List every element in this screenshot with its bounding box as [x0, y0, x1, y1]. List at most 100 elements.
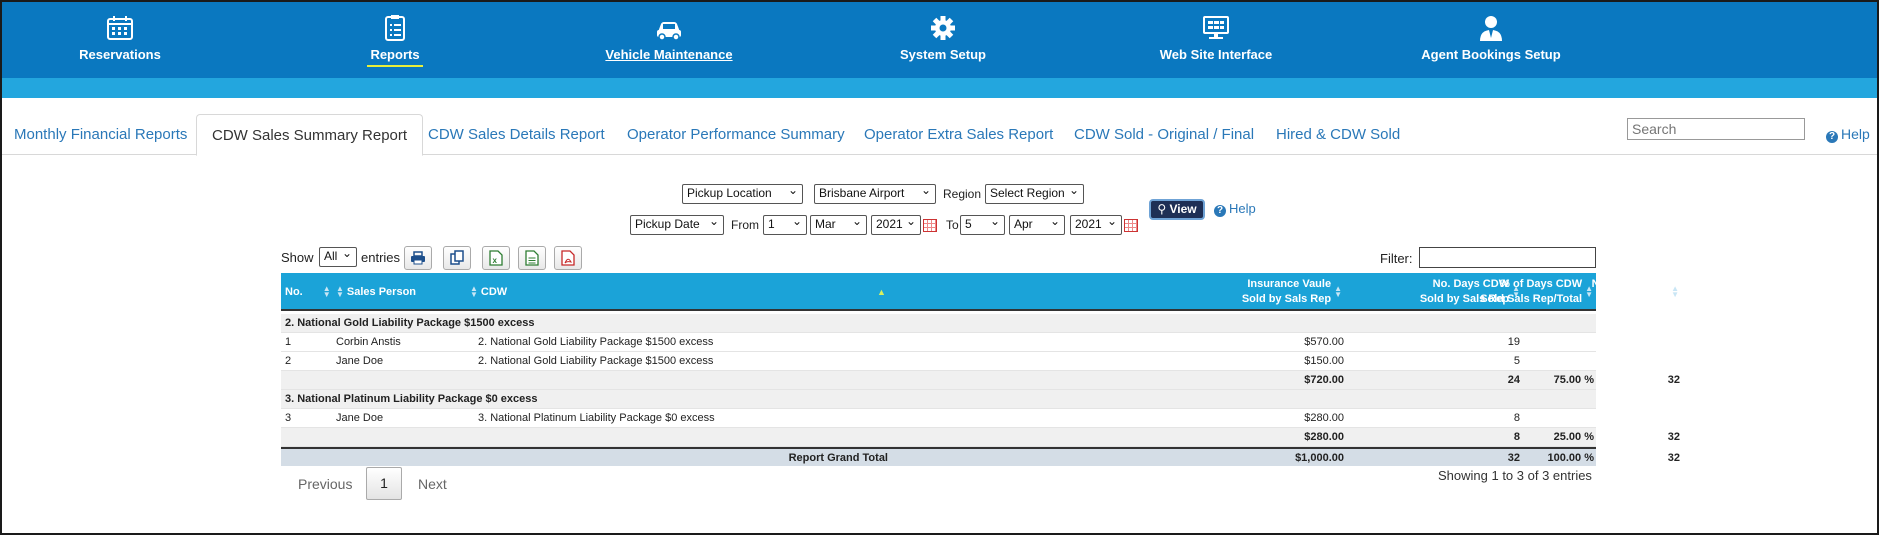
show-entries-select[interactable]: All [319, 246, 357, 267]
from-calendar-icon[interactable] [923, 219, 937, 232]
nav-agent-bookings-setup[interactable]: Agent Bookings Setup [1421, 2, 1561, 78]
search-input[interactable] [1627, 118, 1805, 140]
car-icon [657, 22, 681, 41]
tab-cdw-sales-details-report[interactable]: CDW Sales Details Report [428, 126, 605, 143]
previous-page-button[interactable]: Previous [298, 476, 353, 492]
sort-icon: ▲ ▼ [322, 284, 331, 299]
filter-input[interactable] [1419, 247, 1596, 268]
sort-icon: ▲ ▼ [470, 284, 478, 299]
cell-days-rep: 8 [1513, 412, 1520, 424]
header-days-by-rep[interactable]: No. Days CDW Sold by Sals Rep ▲ ▼ [1241, 273, 1523, 311]
subtotal-row: $720.00 24 32 75.00 % [281, 371, 1680, 390]
document-icon [525, 250, 539, 266]
show-label: Show [281, 250, 314, 265]
cell-sales-person: Jane Doe [336, 412, 384, 424]
pdf-export-button[interactable] [554, 246, 582, 270]
cell-cdw: 2. National Gold Liability Package $1500… [478, 336, 714, 348]
header-sales-person[interactable]: ▲ ▼ Sales Person [333, 273, 473, 311]
header-label: No. Days CDW [1591, 278, 1669, 290]
report-table: No. ▲ ▼ ▲ ▼ Sales Person ▲ ▼ CDW ▲ Insurance V… [281, 273, 1680, 466]
header-insurance-value[interactable]: Insurance Vaule Sold by Sals Rep ▲ ▼ [1061, 273, 1345, 311]
region-label: Region [943, 187, 982, 201]
header-no[interactable]: No. ▲ ▼ [285, 273, 335, 311]
header-label: No. Days CDW [1432, 278, 1510, 290]
header-label: Sold Sals Rep/Total [1480, 293, 1583, 305]
agent-icon [1480, 16, 1502, 41]
help-link[interactable]: ? Help [1826, 126, 1870, 143]
cell-insurance: $280.00 [1304, 412, 1344, 424]
nav-label: System Setup [900, 47, 986, 62]
grand-total-days-total: 32 [1667, 452, 1680, 464]
group-title: 2. National Gold Liability Package $1500… [285, 317, 535, 329]
filter-label: Filter: [1380, 251, 1413, 266]
to-day-select[interactable]: 5 [960, 214, 1005, 235]
active-indicator [367, 65, 423, 67]
help-label: Help [1229, 201, 1256, 216]
header-label: No. [285, 286, 303, 298]
tab-operator-performance-summary[interactable]: Operator Performance Summary [627, 126, 845, 143]
header-label: Sold in Total [1602, 293, 1669, 305]
tab-cdw-sold-original-final[interactable]: CDW Sold - Original / Final [1074, 126, 1255, 143]
nav-reservations[interactable]: Reservations [79, 2, 161, 78]
cell-insurance: $150.00 [1304, 355, 1344, 367]
tab-monthly-financial-reports[interactable]: Monthly Financial Reports [14, 126, 188, 143]
subtotal-row: $280.00 8 32 25.00 % [281, 428, 1680, 447]
tab-hired-cdw-sold[interactable]: Hired & CDW Sold [1276, 126, 1401, 143]
header-percent[interactable]: % of Days CDW Sold Sals Rep/Total ▲ ▼ [1441, 273, 1596, 311]
cell-cdw: 3. National Platinum Liability Package $… [478, 412, 715, 424]
to-month-select[interactable]: Apr [1009, 214, 1065, 235]
sort-asc-indicator: ▲ [877, 287, 886, 297]
region-select[interactable]: Select Region [985, 183, 1084, 204]
from-day-select[interactable]: 1 [763, 214, 807, 235]
sort-icon: ▲ ▼ [1671, 284, 1679, 299]
nav-web-site-interface[interactable]: Web Site Interface [1158, 2, 1274, 78]
clipboard-icon [385, 15, 405, 41]
grand-total-days-rep: 32 [1507, 452, 1520, 464]
header-label: Sold by Sals Rep [1419, 293, 1510, 305]
subtotal-days-rep: 8 [1513, 431, 1520, 443]
next-page-button[interactable]: Next [418, 476, 447, 492]
to-calendar-icon[interactable] [1124, 219, 1138, 232]
tab-cdw-sales-summary-report[interactable]: CDW Sales Summary Report [196, 114, 424, 156]
print-button[interactable] [404, 246, 432, 270]
sort-icon: ▲ ▼ [336, 284, 344, 299]
location-select[interactable]: Brisbane Airport [814, 183, 936, 204]
gear-icon [931, 16, 955, 40]
subtotal-days-rep: 24 [1507, 374, 1520, 386]
date-type-select[interactable]: Pickup Date [630, 214, 724, 235]
header-cdw[interactable]: ▲ ▼ CDW [467, 273, 887, 311]
calendar-icon [107, 16, 133, 40]
header-label: CDW [480, 286, 508, 298]
nav-system-setup[interactable]: System Setup [900, 2, 986, 78]
excel-export-button[interactable]: x [482, 246, 510, 270]
view-button[interactable]: ⚲ View [1149, 199, 1205, 220]
header-days-total[interactable]: No. Days CDW Sold in Total ▲ ▼ [1401, 273, 1682, 311]
filter-help-link[interactable]: ? Help [1214, 201, 1256, 217]
csv-export-button[interactable] [518, 246, 546, 270]
cell-cdw: 2. National Gold Liability Package $1500… [478, 355, 714, 367]
report-tabs: Monthly Financial Reports CDW Sales Summ… [2, 114, 1877, 156]
nav-reports[interactable]: Reports [367, 2, 423, 78]
nav-vehicle-maintenance[interactable]: Vehicle Maintenance [604, 2, 734, 78]
cell-insurance: $570.00 [1304, 336, 1344, 348]
subtotal-days-total: 32 [1667, 374, 1680, 386]
page-1-button[interactable]: 1 [366, 467, 402, 500]
from-month-select[interactable]: Mar [810, 214, 867, 235]
to-year-select[interactable]: 2021 [1070, 214, 1122, 235]
cell-no: 2 [285, 355, 292, 367]
tab-operator-extra-sales-report[interactable]: Operator Extra Sales Report [864, 126, 1054, 143]
table-row: 3 Jane Doe 3. National Platinum Liabilit… [281, 409, 1596, 428]
header-label: % of Days CDW [1500, 278, 1583, 290]
nav-label: Reservations [79, 47, 161, 62]
grand-total-insurance: $1,000.00 [1295, 452, 1344, 464]
copy-button[interactable] [443, 246, 471, 270]
nav-label: Web Site Interface [1159, 47, 1273, 62]
location-type-select[interactable]: Pickup Location [682, 183, 803, 204]
nav-label: Reports [370, 47, 420, 62]
sort-icon: ▲ ▼ [1512, 284, 1520, 299]
nav-label: Vehicle Maintenance [605, 47, 733, 62]
grand-total-percent: 100.00 % [1547, 452, 1594, 464]
pdf-icon [561, 250, 575, 266]
from-year-select[interactable]: 2021 [871, 214, 921, 235]
